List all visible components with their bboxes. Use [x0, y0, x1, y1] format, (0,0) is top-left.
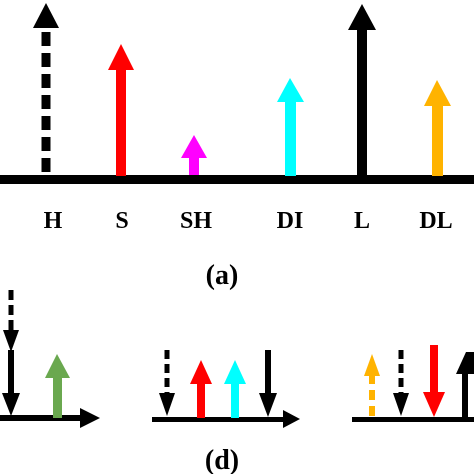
label-S: S — [115, 208, 128, 234]
caption-d: (d) — [205, 445, 239, 474]
label-L: L — [354, 208, 370, 234]
subfig-middle — [152, 350, 300, 428]
label-SH: SH — [180, 208, 212, 234]
arrow-DI — [277, 78, 304, 176]
arrow-red-down-right — [423, 345, 445, 417]
subfig-left-axis — [0, 415, 82, 421]
arrow-black-up-right — [456, 352, 474, 418]
arrow-red-up-mid — [190, 360, 212, 418]
arrow-orange-dashed-up — [364, 354, 380, 416]
label-DI: DI — [277, 208, 304, 234]
subfig-left-axis-head — [80, 408, 100, 428]
arrow-green-up — [45, 354, 70, 418]
arrow-H — [33, 3, 59, 172]
arrow-black-down-left — [2, 290, 20, 416]
panel-d-row: (d) — [0, 290, 474, 474]
subfig-left — [0, 290, 100, 428]
arrow-black-dashed-down-mid — [159, 350, 175, 416]
subfig-right-axis — [352, 417, 474, 422]
arrow-S — [108, 44, 134, 176]
panel-a: H S SH DI L DL (a) — [0, 3, 474, 291]
caption-a: (a) — [206, 260, 239, 291]
label-DL: DL — [419, 208, 452, 234]
arrow-SH — [181, 135, 207, 175]
subfig-middle-axis-head — [283, 410, 300, 428]
arrow-black-dashed-down-right — [393, 350, 409, 416]
panel-a-baseline — [0, 175, 474, 184]
arrow-L — [348, 4, 376, 176]
label-H: H — [44, 208, 63, 234]
subfig-right — [352, 345, 474, 422]
arrow-cyan-up-mid — [224, 360, 246, 418]
arrow-DL — [424, 80, 451, 176]
subfig-middle-axis — [152, 417, 284, 422]
arrow-black-down-mid — [259, 350, 277, 417]
